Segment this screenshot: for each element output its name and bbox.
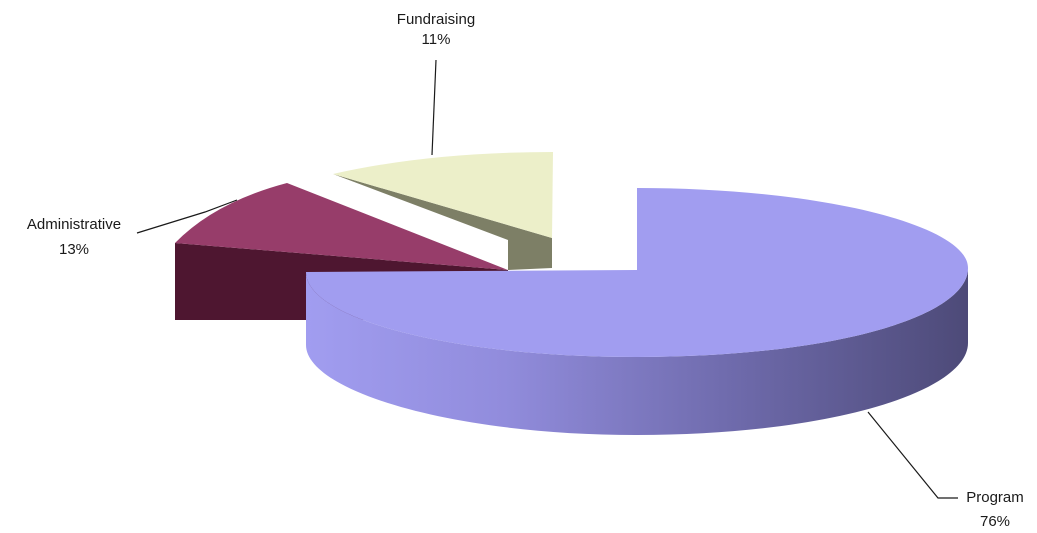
- program-percent: 76%: [980, 513, 1010, 530]
- fundraising-side-face: [333, 174, 552, 270]
- program-label: Program: [966, 489, 1024, 506]
- fundraising-top-face: [333, 152, 553, 238]
- program-leader-line: [867, 411, 958, 499]
- administrative-label: Administrative: [27, 216, 121, 233]
- administrative-top-face: [175, 183, 508, 270]
- slice-fundraising: [333, 152, 553, 270]
- administrative-percent: 13%: [59, 241, 89, 258]
- fundraising-label: Fundraising: [397, 11, 475, 28]
- program-top-face: [306, 188, 968, 357]
- administrative-leader-line: [136, 199, 238, 234]
- fundraising-leader-line: [431, 59, 437, 156]
- program-side-face: [306, 268, 968, 435]
- fundraising-percent: 11%: [422, 31, 451, 48]
- slice-program: [306, 188, 968, 435]
